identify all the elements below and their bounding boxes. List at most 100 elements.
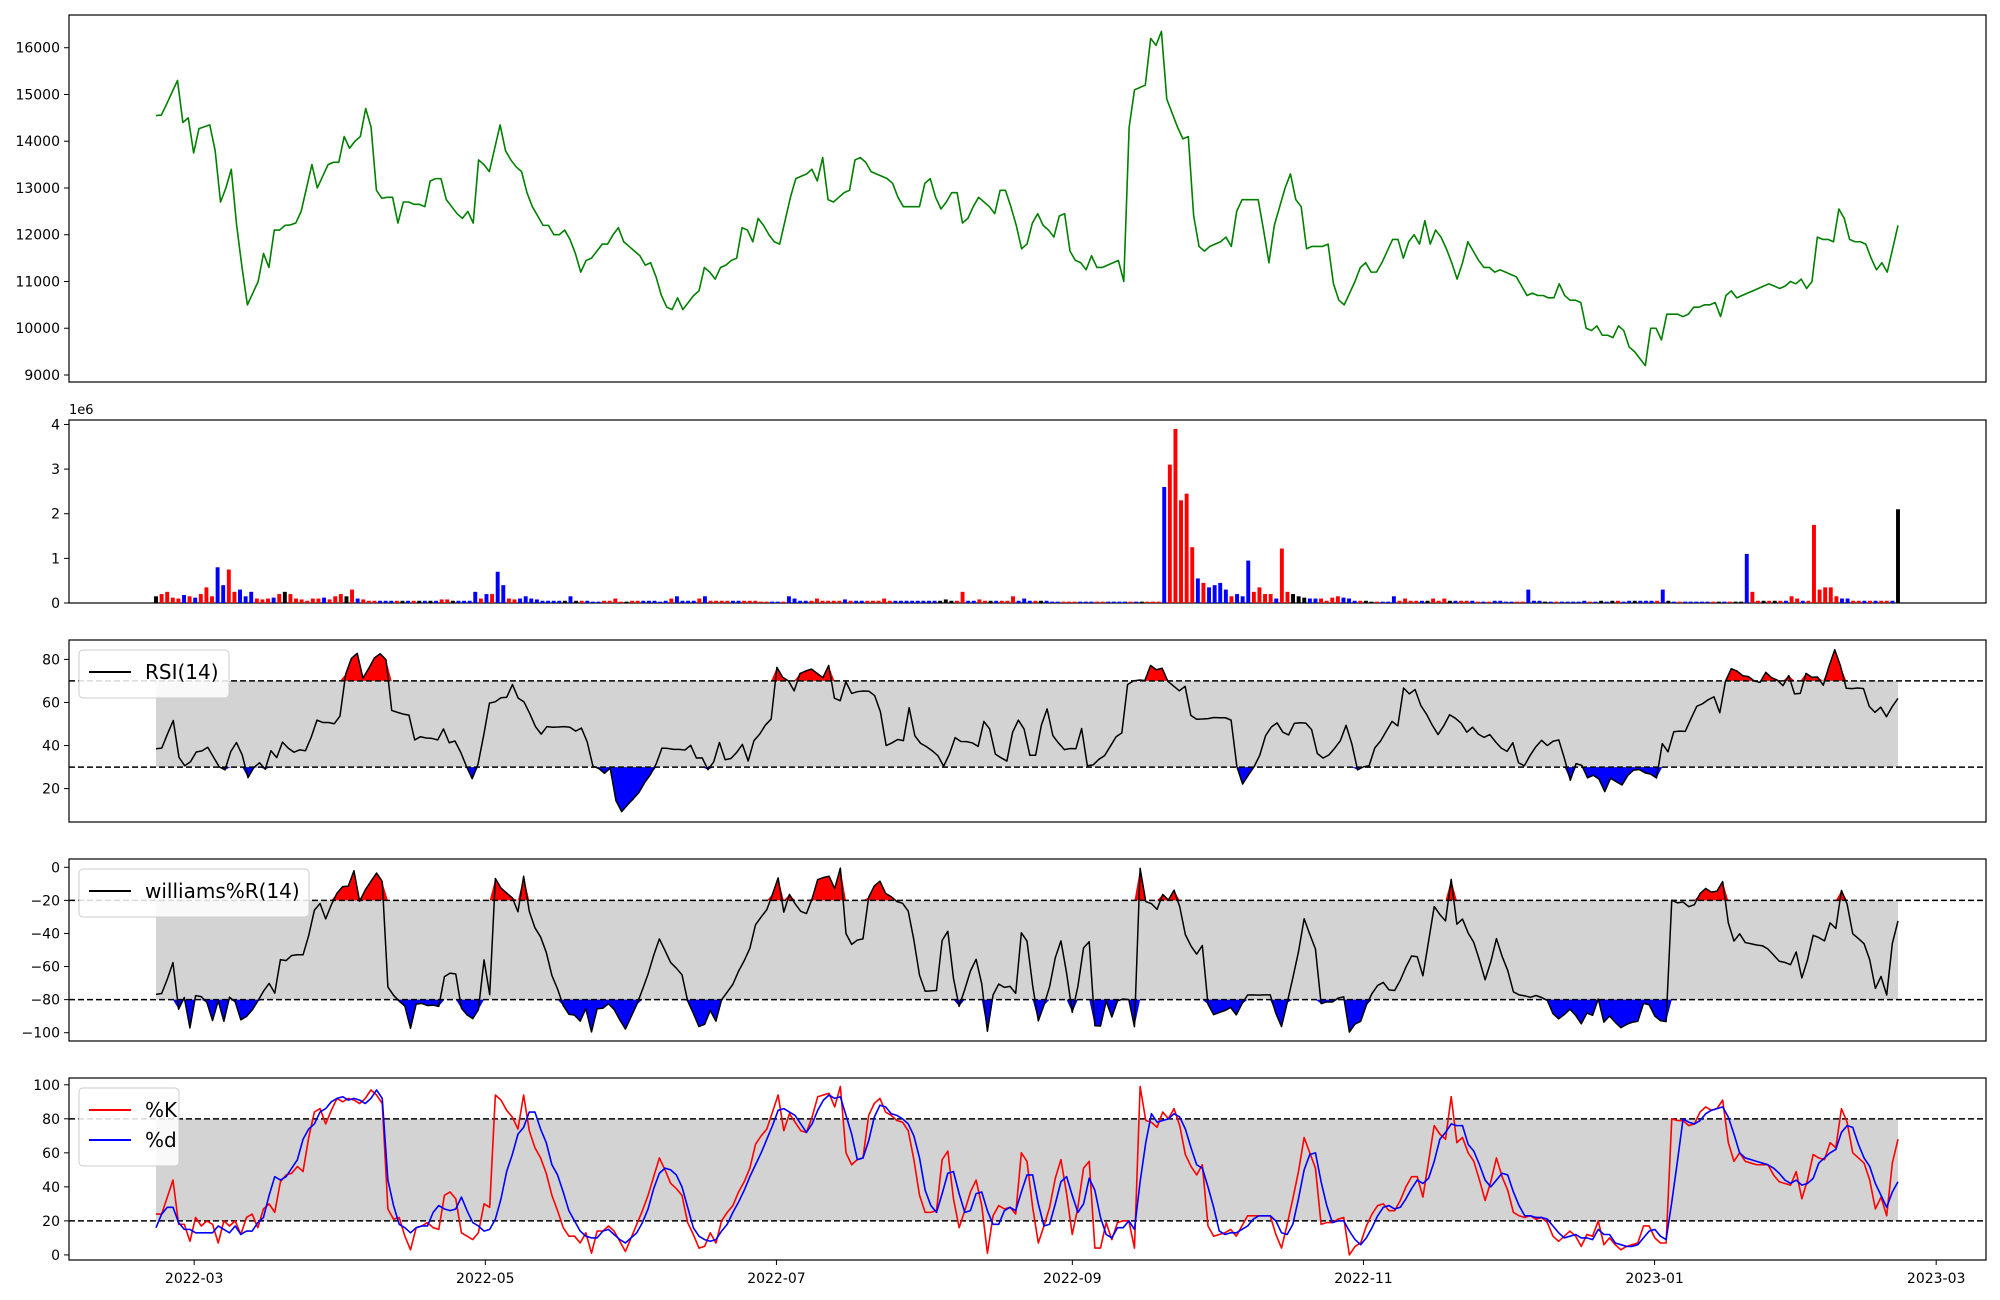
volume-bar (1554, 601, 1559, 603)
volume-bar (1212, 585, 1217, 603)
y-tick-label: 0 (51, 1248, 60, 1264)
volume-bar (495, 571, 500, 603)
legend-box (78, 868, 310, 918)
x-tick-label: 2022-09 (1043, 1271, 1102, 1287)
volume-bar (1543, 601, 1548, 603)
volume-bar (1139, 601, 1144, 603)
volume-bar (932, 600, 937, 603)
volume-bar (422, 600, 427, 603)
volume-bar (1475, 601, 1480, 603)
volume-bar (1352, 600, 1357, 603)
volume-bar (478, 598, 483, 603)
volume-bar (848, 600, 853, 603)
volume-bar (1531, 600, 1536, 603)
volume-bar (708, 600, 713, 603)
volume-bar (596, 601, 601, 603)
volume-bar (1812, 524, 1816, 603)
y-tick-label: −100 (22, 1026, 60, 1042)
volume-bar (1179, 500, 1183, 603)
volume-bar (1302, 597, 1307, 603)
volume-bar (1369, 601, 1374, 603)
y-tick-label: 16000 (15, 41, 60, 57)
volume-bar (378, 600, 383, 603)
volume-bar (165, 591, 170, 603)
volume-bar (1643, 600, 1648, 603)
volume-bar (467, 600, 472, 603)
volume-bar (814, 598, 819, 603)
volume-bar (764, 601, 769, 603)
volume-bar (1083, 601, 1088, 603)
volume-bar (1817, 589, 1822, 603)
axes-frame (68, 639, 1987, 823)
volume-bar (943, 599, 948, 603)
volume-bar (1016, 600, 1021, 603)
volume-bar (1840, 598, 1844, 603)
volume-bar (316, 598, 321, 603)
volume-bar (899, 600, 903, 603)
volume-bar (372, 600, 377, 603)
volume-bar (736, 600, 741, 603)
volume-bar (1722, 601, 1727, 603)
volume-bar (988, 600, 993, 603)
volume-bar (1235, 594, 1240, 603)
volume-bar (1078, 601, 1083, 603)
volume-bar (411, 600, 416, 603)
volume-bar (1464, 600, 1469, 603)
y-tick-label: 11000 (15, 274, 60, 290)
volume-bar (333, 596, 338, 603)
volume-bar (1470, 600, 1475, 603)
volume-bar (630, 600, 635, 603)
volume-bar (1246, 560, 1251, 603)
volume-bar (1481, 601, 1486, 603)
volume-bar (871, 600, 875, 603)
y-tick-label: 60 (42, 695, 60, 711)
volume-bar (1694, 601, 1699, 603)
volume-bar (1756, 600, 1760, 603)
volume-bar (344, 596, 349, 603)
volume-bar (366, 600, 371, 603)
volume-bar (1621, 601, 1626, 603)
volume-bar (758, 601, 763, 603)
volume-bar (994, 600, 999, 603)
y-tick-label: 20 (42, 1214, 60, 1230)
volume-bar (1655, 600, 1660, 603)
volume-bar (232, 591, 237, 603)
volume-bar (1257, 587, 1262, 603)
volume-bar (803, 600, 808, 603)
volume-bar (882, 598, 887, 603)
volume-bar (792, 598, 797, 603)
volume-bar (1789, 596, 1794, 603)
volume-bar (960, 591, 965, 603)
x-tick-label: 2022-11 (1334, 1271, 1393, 1287)
volume-bar (915, 600, 920, 603)
volume-bar (686, 600, 691, 603)
volume-bar (254, 598, 259, 603)
overbought-fill (156, 868, 1898, 901)
volume-bar (1279, 548, 1284, 603)
volume-bar (355, 598, 360, 603)
volume-bar (1571, 601, 1576, 603)
volume-bar (182, 594, 186, 603)
price-line (155, 30, 1899, 367)
volume-bar (719, 600, 724, 603)
volume-bar (389, 600, 394, 603)
volume-bar (1408, 600, 1413, 603)
volume-bar (770, 601, 775, 603)
volume-bar (210, 596, 214, 603)
volume-bar (1061, 601, 1066, 603)
volume-bar (299, 599, 304, 603)
volume-bar (1414, 600, 1419, 603)
volume-bar (831, 600, 836, 603)
volume-bar (966, 600, 971, 603)
volume-bar (826, 600, 831, 603)
volume-bar (383, 600, 388, 603)
volume-bar (428, 600, 433, 603)
y-tick-label: −60 (30, 960, 60, 976)
volume-bar (1772, 600, 1777, 603)
volume-bar (1778, 600, 1783, 603)
volume-bar (1845, 598, 1850, 603)
price-panel: 9000 10000 11000 12000 13000 14000 15000 16000 (15, 14, 1987, 384)
volume-bar (1111, 601, 1116, 603)
legend-label: williams%R(14) (145, 879, 300, 903)
